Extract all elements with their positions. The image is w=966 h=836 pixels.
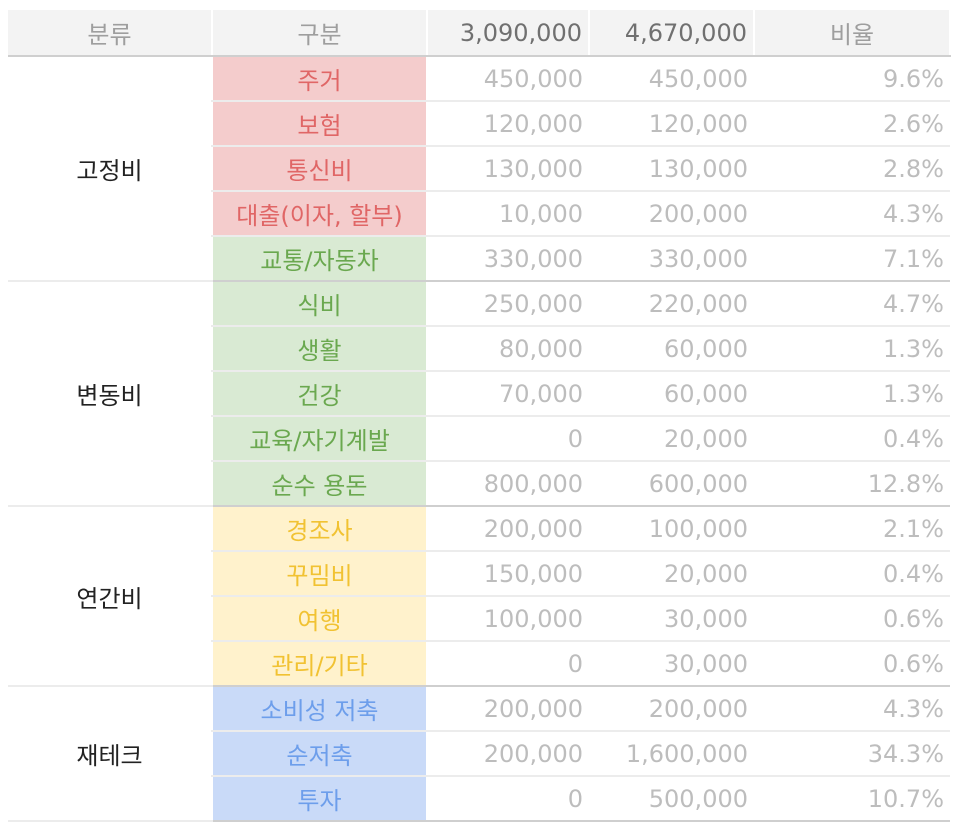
item-cell: 생활 — [211, 326, 428, 372]
ratio-cell: 2.8% — [754, 146, 950, 192]
item-cell: 보험 — [211, 101, 428, 147]
budget-a-cell: 0 — [427, 776, 589, 822]
item-cell: 소비성 저축 — [211, 686, 428, 732]
item-cell: 순수 용돈 — [211, 461, 428, 507]
item-cell: 순저축 — [211, 731, 428, 777]
ratio-cell: 10.7% — [754, 776, 950, 822]
ratio-cell: 1.3% — [754, 326, 950, 372]
table-row: 변동비 식비 250,000 220,000 4.7% — [8, 281, 950, 507]
ratio-cell: 12.8% — [754, 461, 950, 507]
header-item: 구분 — [212, 10, 428, 57]
ratio-cell: 9.6% — [754, 56, 950, 102]
table-row: 보험 120,000 120,000 2.6% — [8, 101, 950, 147]
ratio-cell: 1.3% — [754, 371, 950, 417]
table-row: 순저축 200,000 1,600,000 34.3% — [8, 731, 950, 777]
budget-a-cell: 150,000 — [427, 551, 589, 597]
budget-b-cell: 20,000 — [589, 551, 754, 597]
header-ratio: 비율 — [754, 10, 951, 57]
budget-b-cell: 130,000 — [589, 146, 754, 192]
budget-table: 분류 구분 3,090,000 4,670,000 비율 고정비 주거 450,00… — [8, 10, 951, 822]
header-category: 분류 — [8, 10, 213, 57]
item-cell: 교통/자동차 — [211, 236, 428, 282]
category-cell: 고정비 — [8, 56, 212, 282]
budget-b-cell: 600,000 — [589, 461, 754, 507]
budget-a-cell: 70,000 — [427, 371, 589, 417]
budget-a-cell: 120,000 — [427, 101, 589, 147]
budget-b-cell: 60,000 — [589, 326, 754, 372]
item-cell: 주거 — [211, 56, 428, 102]
budget-a-cell: 200,000 — [427, 506, 589, 552]
budget-a-cell: 200,000 — [427, 731, 589, 777]
budget-a-cell: 100,000 — [427, 596, 589, 642]
header-budget-a: 3,090,000 — [427, 10, 590, 57]
budget-b-cell: 1,600,000 — [589, 731, 754, 777]
table-row: 통신비 130,000 130,000 2.8% — [8, 146, 950, 192]
item-cell: 통신비 — [211, 146, 428, 192]
budget-a-cell: 0 — [427, 641, 589, 687]
item-cell: 식비 — [211, 281, 428, 327]
budget-b-cell: 450,000 — [589, 56, 754, 102]
ratio-cell: 0.6% — [754, 641, 950, 687]
item-cell: 경조사 — [211, 506, 428, 552]
item-cell: 관리/기타 — [211, 641, 428, 687]
table-row: 여행 100,000 30,000 0.6% — [8, 596, 950, 642]
table-row: 재테크 소비성 저축 200,000 200,000 4.3% — [8, 686, 950, 822]
item-cell: 여행 — [211, 596, 428, 642]
budget-a-cell: 450,000 — [427, 56, 589, 102]
budget-a-cell: 250,000 — [427, 281, 589, 327]
table-row: 투자 0 500,000 10.7% — [8, 776, 950, 822]
budget-b-cell: 220,000 — [589, 281, 754, 327]
table-row: 교통/자동차 330,000 330,000 7.1% — [8, 236, 950, 282]
table-row: 순수 용돈 800,000 600,000 12.8% — [8, 461, 950, 507]
ratio-cell: 0.4% — [754, 551, 950, 597]
item-cell: 건강 — [211, 371, 428, 417]
budget-b-cell: 20,000 — [589, 416, 754, 462]
budget-b-cell: 30,000 — [589, 641, 754, 687]
category-cell: 변동비 — [8, 281, 212, 507]
budget-b-cell: 200,000 — [589, 191, 754, 237]
budget-b-cell: 100,000 — [589, 506, 754, 552]
table-row: 건강 70,000 60,000 1.3% — [8, 371, 950, 417]
item-cell: 꾸밈비 — [211, 551, 428, 597]
ratio-cell: 4.7% — [754, 281, 950, 327]
budget-a-cell: 800,000 — [427, 461, 589, 507]
table-row: 꾸밈비 150,000 20,000 0.4% — [8, 551, 950, 597]
table-row: 교육/자기계발 0 20,000 0.4% — [8, 416, 950, 462]
budget-a-cell: 10,000 — [427, 191, 589, 237]
budget-a-cell: 200,000 — [427, 686, 589, 732]
category-cell: 연간비 — [8, 506, 212, 687]
item-cell: 교육/자기계발 — [211, 416, 428, 462]
budget-a-cell: 130,000 — [427, 146, 589, 192]
ratio-cell: 0.4% — [754, 416, 950, 462]
table-body: 고정비 주거 450,000 450,000 9.6% 보험 120,000 120,000 2… — [8, 56, 950, 822]
ratio-cell: 4.3% — [754, 191, 950, 237]
header-budget-b: 4,670,000 — [589, 10, 755, 57]
ratio-cell: 34.3% — [754, 731, 950, 777]
category-cell: 재테크 — [8, 686, 212, 822]
budget-b-cell: 60,000 — [589, 371, 754, 417]
table-row: 연간비 경조사 200,000 100,000 2.1% — [8, 506, 950, 687]
item-cell: 투자 — [211, 776, 428, 822]
table-row: 관리/기타 0 30,000 0.6% — [8, 641, 950, 687]
ratio-cell: 0.6% — [754, 596, 950, 642]
budget-b-cell: 120,000 — [589, 101, 754, 147]
budget-a-cell: 80,000 — [427, 326, 589, 372]
budget-b-cell: 200,000 — [589, 686, 754, 732]
ratio-cell: 2.1% — [754, 506, 950, 552]
item-cell: 대출(이자, 할부) — [211, 191, 428, 237]
budget-a-cell: 330,000 — [427, 236, 589, 282]
ratio-cell: 2.6% — [754, 101, 950, 147]
ratio-cell: 4.3% — [754, 686, 950, 732]
ratio-cell: 7.1% — [754, 236, 950, 282]
table-row: 대출(이자, 할부) 10,000 200,000 4.3% — [8, 191, 950, 237]
budget-b-cell: 30,000 — [589, 596, 754, 642]
budget-b-cell: 500,000 — [589, 776, 754, 822]
budget-b-cell: 330,000 — [589, 236, 754, 282]
table-row: 고정비 주거 450,000 450,000 9.6% — [8, 56, 950, 282]
header-row: 분류 구분 3,090,000 4,670,000 비율 — [8, 10, 951, 57]
table-row: 생활 80,000 60,000 1.3% — [8, 326, 950, 372]
budget-a-cell: 0 — [427, 416, 589, 462]
